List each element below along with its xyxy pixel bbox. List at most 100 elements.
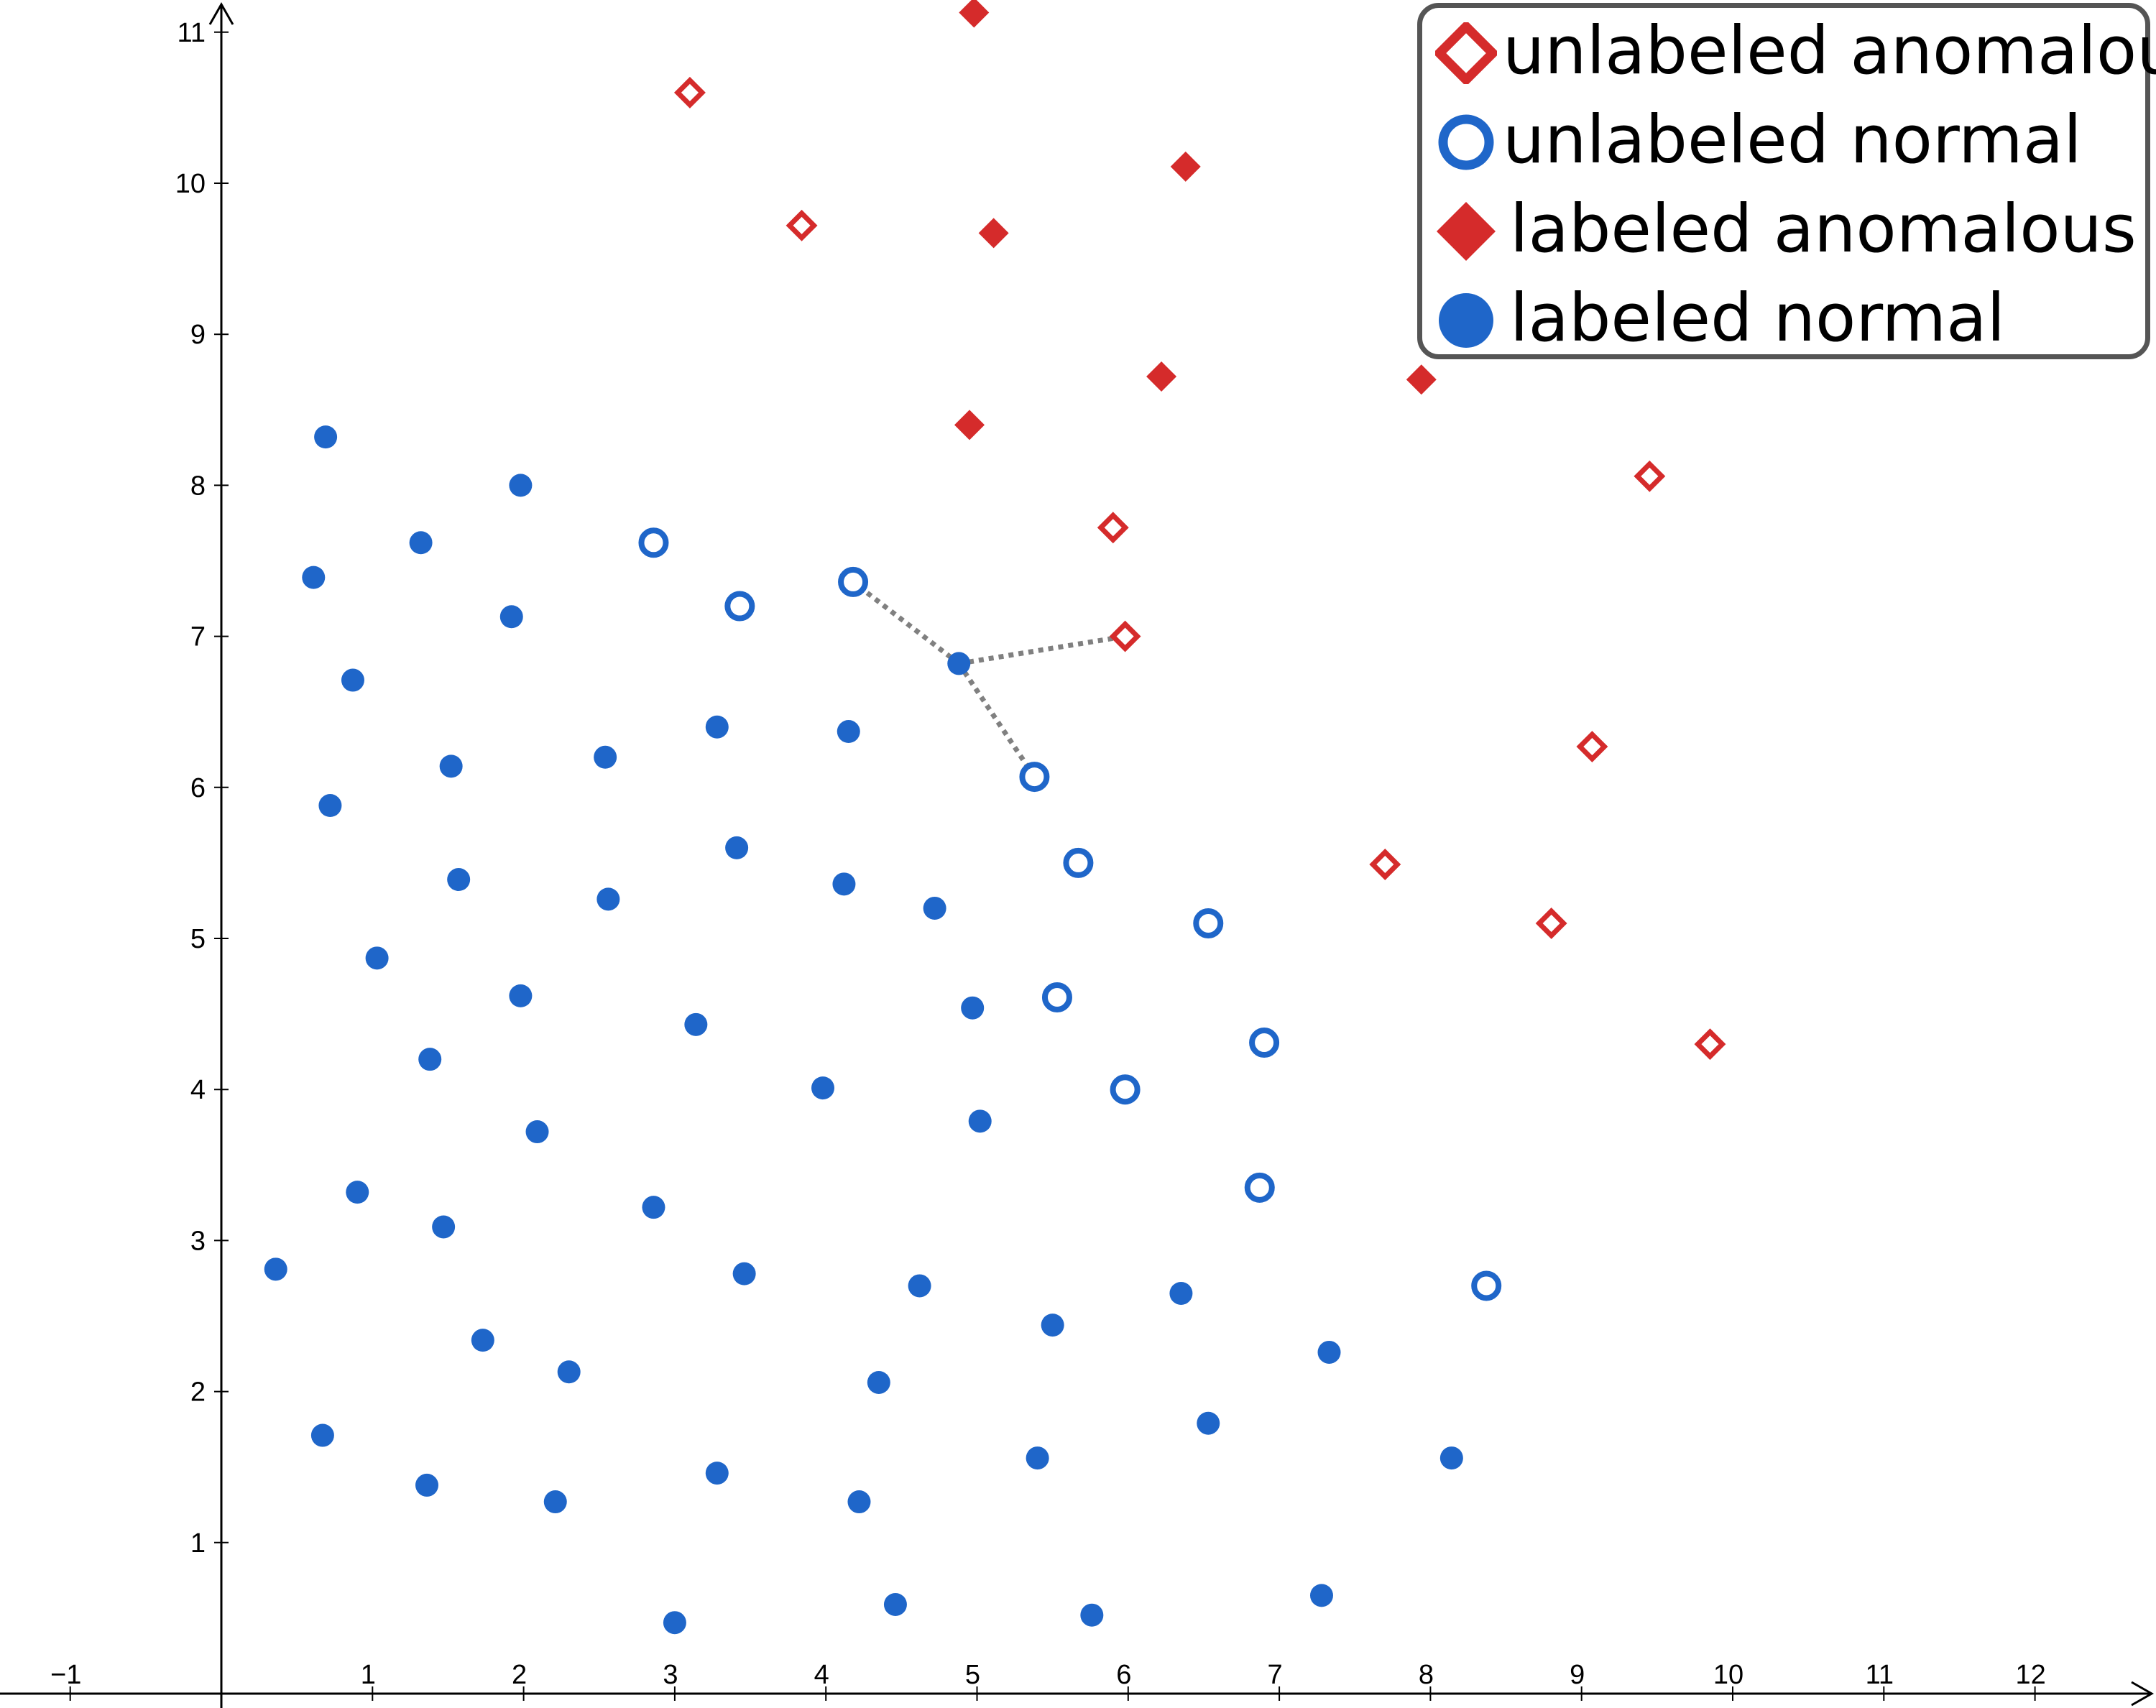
y-tick-label: 7: [190, 622, 206, 652]
x-tick-label: 2: [512, 1660, 527, 1690]
y-tick-label: 11: [178, 18, 206, 48]
labeled-normal-point: [1080, 1603, 1104, 1627]
legend-label: labeled anomalous: [1510, 190, 2137, 267]
connector-line: [958, 634, 1126, 666]
x-tick-label: 8: [1419, 1660, 1434, 1690]
legend-item-unlabeled-anomalous: unlabeled anomalous: [1422, 8, 2156, 97]
connector-line: [851, 580, 961, 666]
labeled-normal-point: [509, 474, 533, 497]
unlabeled-normal-point: [1471, 1270, 1502, 1301]
x-tick-label: 10: [1713, 1660, 1743, 1690]
unlabeled-anomalous-point: [673, 76, 706, 109]
labeled-normal-point: [557, 1360, 581, 1384]
series-labeled-normal: [264, 425, 1463, 1635]
labeled-normal-point: [832, 872, 856, 896]
x-tick-label: −1: [50, 1660, 81, 1690]
labeled-normal-point: [908, 1274, 931, 1298]
hollow-circle-icon: [1438, 114, 1494, 170]
y-tick-label: 3: [190, 1226, 206, 1256]
labeled-normal-point: [341, 668, 364, 692]
labeled-normal-point: [847, 1490, 871, 1514]
unlabeled-normal-point: [1193, 908, 1224, 938]
labeled-normal-point: [923, 896, 946, 920]
labeled-normal-point: [642, 1196, 665, 1219]
y-tick-label: 8: [190, 471, 206, 501]
labeled-normal-point: [837, 720, 860, 744]
hollow-diamond-icon: [1435, 22, 1497, 84]
unlabeled-normal-point: [638, 527, 669, 558]
labeled-normal-point: [318, 794, 342, 818]
unlabeled-anomalous-point: [786, 209, 818, 241]
unlabeled-anomalous-point: [1369, 849, 1401, 880]
labeled-normal-point: [543, 1490, 567, 1514]
labeled-normal-point: [594, 745, 617, 769]
labeled-anomalous-point: [1170, 151, 1201, 182]
unlabeled-anomalous-point: [1535, 908, 1567, 939]
legend-label: labeled normal: [1510, 280, 2006, 356]
labeled-anomalous-point: [959, 0, 990, 28]
unlabeled-normal-point: [1063, 847, 1094, 878]
x-tick-label: 12: [2015, 1660, 2045, 1690]
labeled-normal-point: [968, 1109, 992, 1133]
labeled-normal-point: [961, 996, 985, 1020]
labeled-normal-point: [509, 984, 533, 1007]
unlabeled-normal-point: [838, 566, 869, 597]
labeled-normal-point: [439, 754, 463, 778]
legend-item-labeled-normal: labeled normal: [1422, 275, 2145, 364]
labeled-normal-point: [725, 836, 749, 859]
labeled-normal-point: [947, 652, 971, 675]
unlabeled-normal-point: [1249, 1028, 1280, 1058]
unlabeled-normal-point: [724, 591, 755, 622]
legend-item-labeled-anomalous: labeled anomalous: [1422, 186, 2145, 275]
labeled-normal-point: [684, 1012, 708, 1036]
series-unlabeled-anomalous: [673, 76, 1726, 1061]
labeled-normal-point: [418, 1048, 442, 1071]
labeled-normal-point: [310, 1423, 334, 1447]
labeled-normal-point: [1169, 1281, 1193, 1305]
x-axis-arrow: [2131, 1681, 2155, 1707]
legend-label: unlabeled anomalous: [1503, 12, 2156, 89]
unlabeled-anomalous-point: [1634, 460, 1666, 492]
unlabeled-normal-point: [1041, 982, 1072, 1012]
labeled-normal-point: [705, 1462, 729, 1485]
unlabeled-anomalous-point: [1694, 1028, 1726, 1061]
labeled-normal-point: [1439, 1446, 1463, 1470]
labeled-normal-point: [346, 1181, 369, 1204]
labeled-anomalous-point: [978, 218, 1009, 249]
x-tick-label: 9: [1570, 1660, 1585, 1690]
labeled-normal-point: [663, 1611, 686, 1635]
labeled-normal-point: [415, 1473, 439, 1497]
x-tick-label: 1: [361, 1660, 376, 1690]
series-unlabeled-normal: [638, 527, 1502, 1301]
y-tick-label: 5: [190, 924, 206, 954]
labeled-normal-point: [365, 946, 389, 970]
labeled-normal-point: [1026, 1446, 1049, 1470]
labeled-normal-point: [264, 1257, 287, 1281]
labeled-anomalous-point: [1146, 361, 1177, 392]
x-tick-label: 3: [663, 1660, 678, 1690]
labeled-normal-point: [525, 1120, 549, 1144]
connector-line: [957, 662, 1037, 779]
labeled-normal-point: [705, 715, 729, 739]
legend-label: unlabeled normal: [1503, 101, 2082, 178]
y-tick-label: 2: [190, 1377, 206, 1408]
x-tick-label: 4: [814, 1660, 829, 1690]
labeled-normal-point: [1197, 1411, 1220, 1435]
labeled-normal-point: [1041, 1314, 1064, 1337]
x-tick-label: 11: [1866, 1660, 1894, 1690]
labeled-normal-point: [314, 425, 338, 449]
labeled-normal-point: [447, 868, 471, 892]
labeled-normal-point: [432, 1215, 456, 1239]
y-tick-label: 6: [190, 773, 206, 803]
unlabeled-normal-point: [1244, 1172, 1275, 1203]
labeled-normal-point: [499, 605, 523, 629]
labeled-normal-point: [867, 1370, 890, 1394]
data-points: [264, 0, 1726, 1635]
labeled-normal-point: [596, 887, 620, 911]
legend-item-unlabeled-normal: unlabeled normal: [1422, 97, 2145, 186]
unlabeled-normal-point: [1019, 762, 1050, 793]
y-tick-label: 4: [190, 1075, 206, 1105]
